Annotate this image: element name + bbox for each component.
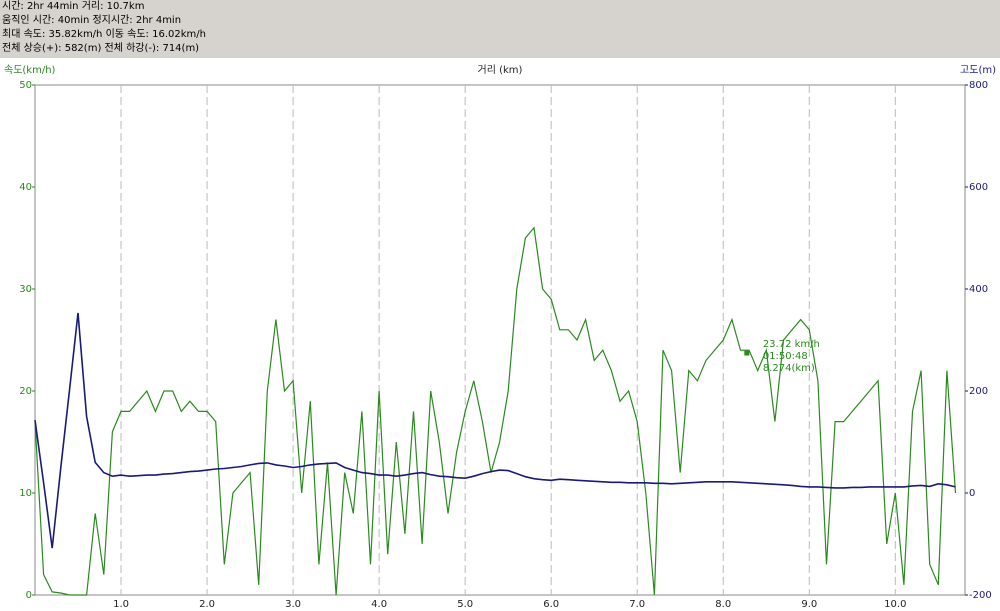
info-header: 시간: 2hr 44min 거리: 10.7km 움직인 시간: 40min 정… [0,0,1000,58]
x-tick-label: 2.0 [199,599,215,610]
annotation-marker [744,350,750,356]
y2-tick-label: 600 [969,182,988,193]
info-line: 최대 속도: 35.82km/h 이동 속도: 16.02km/h [2,29,206,40]
info-line: 움직인 시간: 40min 정지시간: 2hr 4min [2,15,182,26]
info-line: 전체 상승(+): 582(m) 전체 하강(-): 714(m) [2,43,200,54]
series-line [34,312,956,549]
y2-tick-label: 800 [969,80,988,91]
annotation-text: 23.72 km/h [763,339,820,350]
y2-tick-label: 0 [969,488,975,499]
x-tick-label: 5.0 [457,599,473,610]
x-tick-label: 7.0 [629,599,645,610]
y2-tick-label: 400 [969,284,988,295]
y-tick-label: 0 [26,590,32,601]
x-tick-label: 4.0 [371,599,387,610]
x-tick-label: 10.0 [884,599,906,610]
annotation-text: 8.274(km) [763,363,815,374]
x-tick-label: 8.0 [715,599,731,610]
x-tick-label: 1.0 [113,599,129,610]
y-tick-label: 10 [19,488,32,499]
y-axis-label: 속도(km/h) [4,64,56,76]
plot-frame [34,84,966,596]
y-tick-label: 30 [19,284,32,295]
chart-bg [0,58,1000,611]
x-tick-label: 9.0 [801,599,817,610]
y-tick-label: 50 [19,80,32,91]
annotation-text: 01:50:48 [763,351,808,362]
y-tick-label: 40 [19,182,32,193]
x-axis-label: 거리 (km) [478,64,523,76]
info-line: 시간: 2hr 44min 거리: 10.7km [2,1,145,12]
x-tick-label: 3.0 [285,599,301,610]
y-tick-label: 20 [19,386,32,397]
y2-axis-label: 고도(m) [960,65,996,76]
series-line [34,226,957,596]
y2-tick-label: 200 [969,386,988,397]
x-tick-label: 6.0 [543,599,559,610]
y2-tick-label: -200 [969,590,992,601]
